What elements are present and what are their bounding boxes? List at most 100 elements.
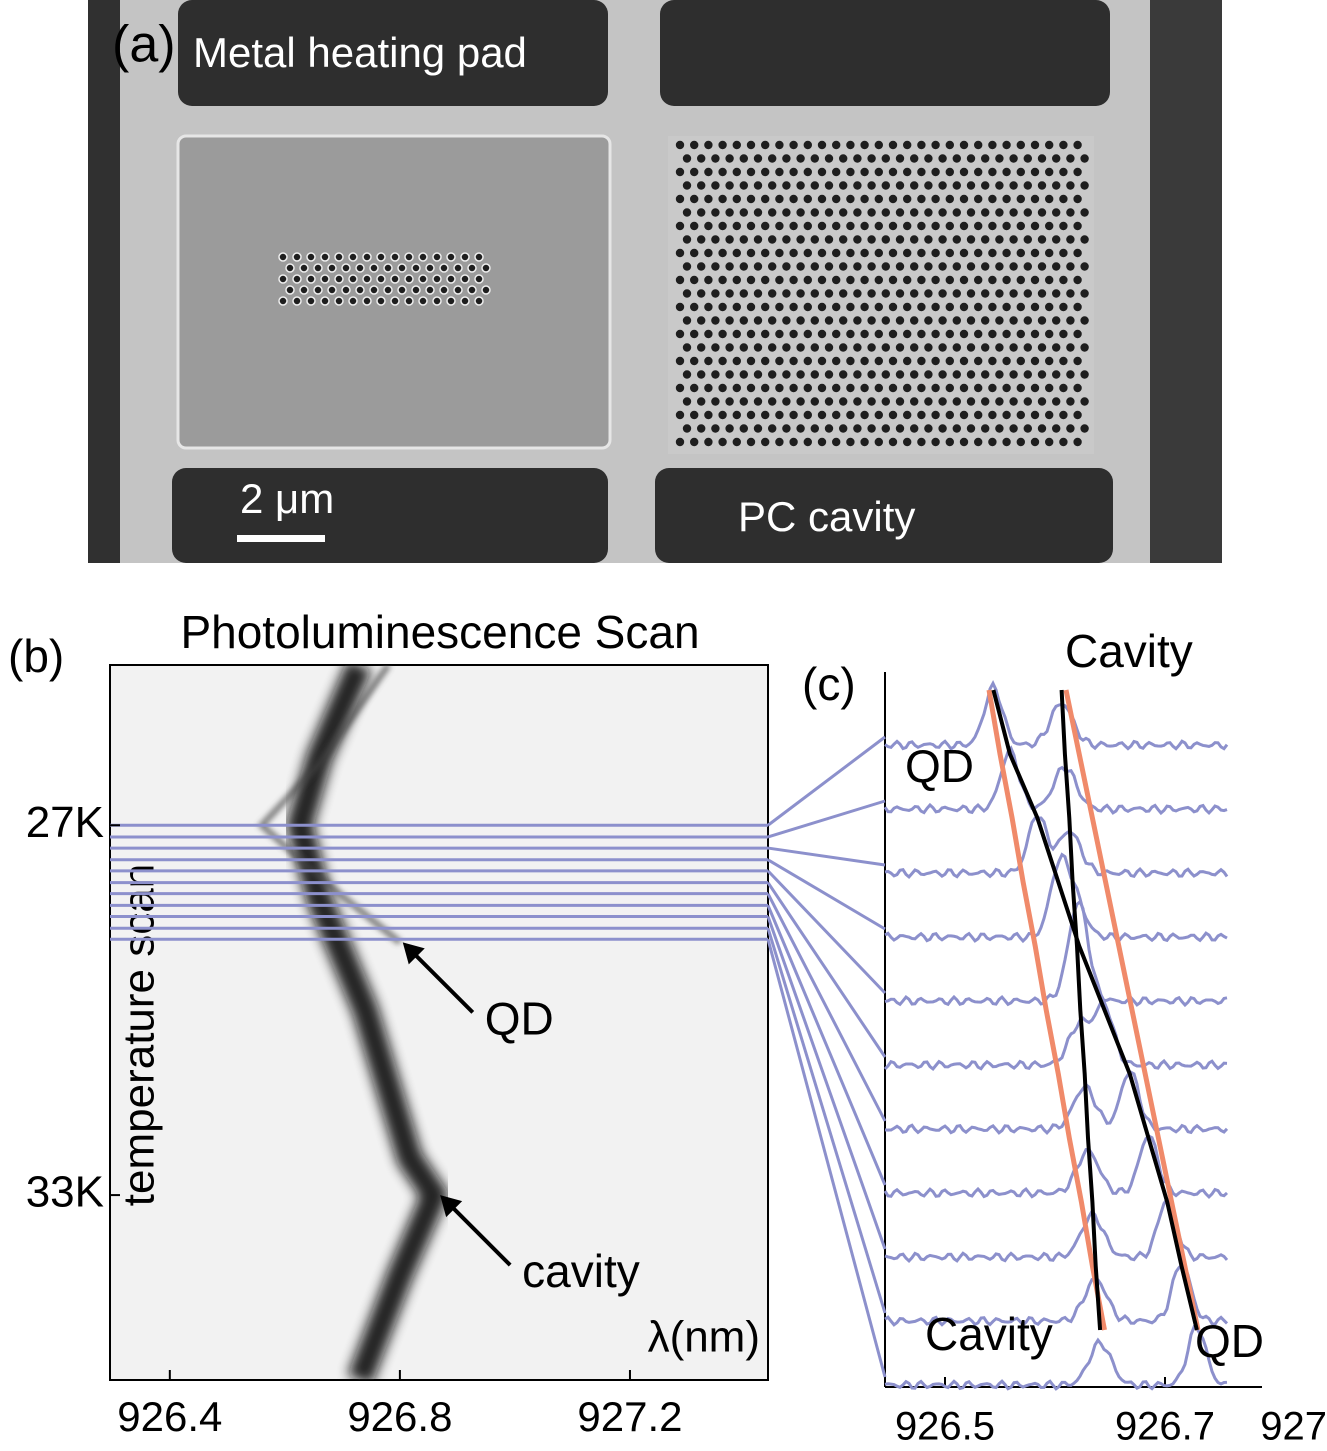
- hole: [306, 252, 316, 262]
- hole: [810, 316, 819, 325]
- hole: [981, 316, 990, 325]
- hole: [1009, 181, 1018, 190]
- hole: [768, 262, 777, 271]
- hole: [1037, 208, 1047, 217]
- hole: [888, 302, 898, 312]
- hole: [867, 370, 876, 379]
- hole: [846, 140, 855, 150]
- hole: [917, 329, 926, 339]
- hole: [753, 262, 763, 271]
- hole: [888, 329, 898, 339]
- hole: [404, 252, 414, 262]
- hole: [974, 383, 983, 393]
- hole: [1080, 235, 1089, 244]
- hole: [981, 289, 990, 298]
- hole: [753, 289, 763, 298]
- hole: [1059, 167, 1068, 177]
- hole: [853, 289, 862, 298]
- arrow: [409, 948, 475, 1014]
- hole: [810, 289, 819, 298]
- hole: [439, 285, 449, 295]
- hole: [895, 397, 905, 406]
- hole: [1052, 262, 1061, 271]
- hole: [966, 208, 976, 217]
- hole: [432, 274, 442, 284]
- hole: [903, 275, 912, 285]
- hole: [782, 397, 791, 406]
- hole: [931, 329, 940, 339]
- hole: [867, 208, 876, 217]
- hole: [732, 437, 741, 447]
- hole: [746, 437, 756, 447]
- hole: [796, 208, 805, 217]
- hole: [1045, 437, 1054, 447]
- hole: [966, 262, 976, 271]
- hole: [974, 167, 983, 177]
- chart-title: Photoluminescence Scan: [180, 606, 699, 658]
- hole: [839, 235, 848, 244]
- hole: [718, 248, 727, 258]
- hole: [369, 263, 379, 273]
- hole: [1059, 248, 1068, 258]
- hole: [753, 316, 763, 325]
- hole: [768, 343, 777, 352]
- cavity-trace: [286, 665, 450, 1380]
- hole: [903, 194, 912, 204]
- hole: [782, 154, 791, 163]
- hole: [796, 154, 805, 163]
- hole: [995, 316, 1004, 325]
- hole: [675, 437, 685, 447]
- hole: [782, 424, 791, 433]
- hole: [945, 194, 954, 204]
- hole: [966, 181, 976, 190]
- hole: [446, 274, 456, 284]
- hole: [753, 397, 763, 406]
- hole: [945, 383, 954, 393]
- panel-label: (c): [802, 658, 856, 710]
- hole: [789, 356, 798, 366]
- hole: [860, 383, 869, 393]
- hole: [846, 356, 855, 366]
- hole: [761, 167, 770, 177]
- hole: [789, 140, 798, 150]
- hole: [761, 383, 770, 393]
- hole: [832, 410, 841, 420]
- hole: [824, 289, 834, 298]
- hole: [746, 383, 756, 393]
- hole: [782, 235, 791, 244]
- hole: [697, 343, 706, 352]
- hole: [682, 154, 692, 163]
- hole: [796, 370, 805, 379]
- hole: [739, 181, 748, 190]
- hole: [789, 437, 798, 447]
- hole: [903, 356, 912, 366]
- hole: [817, 275, 827, 285]
- hole: [682, 424, 692, 433]
- hole: [711, 154, 720, 163]
- hole: [903, 302, 912, 312]
- hole: [704, 194, 713, 204]
- hole: [945, 275, 954, 285]
- hole: [874, 140, 883, 150]
- hole: [853, 208, 862, 217]
- hole: [1016, 140, 1025, 150]
- hole: [397, 263, 407, 273]
- hole: [846, 410, 855, 420]
- hole: [711, 262, 720, 271]
- hole: [697, 235, 706, 244]
- hole: [782, 316, 791, 325]
- hole: [383, 263, 393, 273]
- hole: [425, 285, 435, 295]
- hole: [1002, 329, 1011, 339]
- hole: [860, 167, 869, 177]
- hole: [924, 370, 933, 379]
- hole: [988, 302, 997, 312]
- hole: [704, 221, 713, 231]
- hole: [931, 275, 940, 285]
- hole: [824, 154, 834, 163]
- hole: [768, 424, 777, 433]
- hole: [924, 343, 933, 352]
- hole: [817, 194, 827, 204]
- hole: [1023, 397, 1032, 406]
- hole: [995, 154, 1004, 163]
